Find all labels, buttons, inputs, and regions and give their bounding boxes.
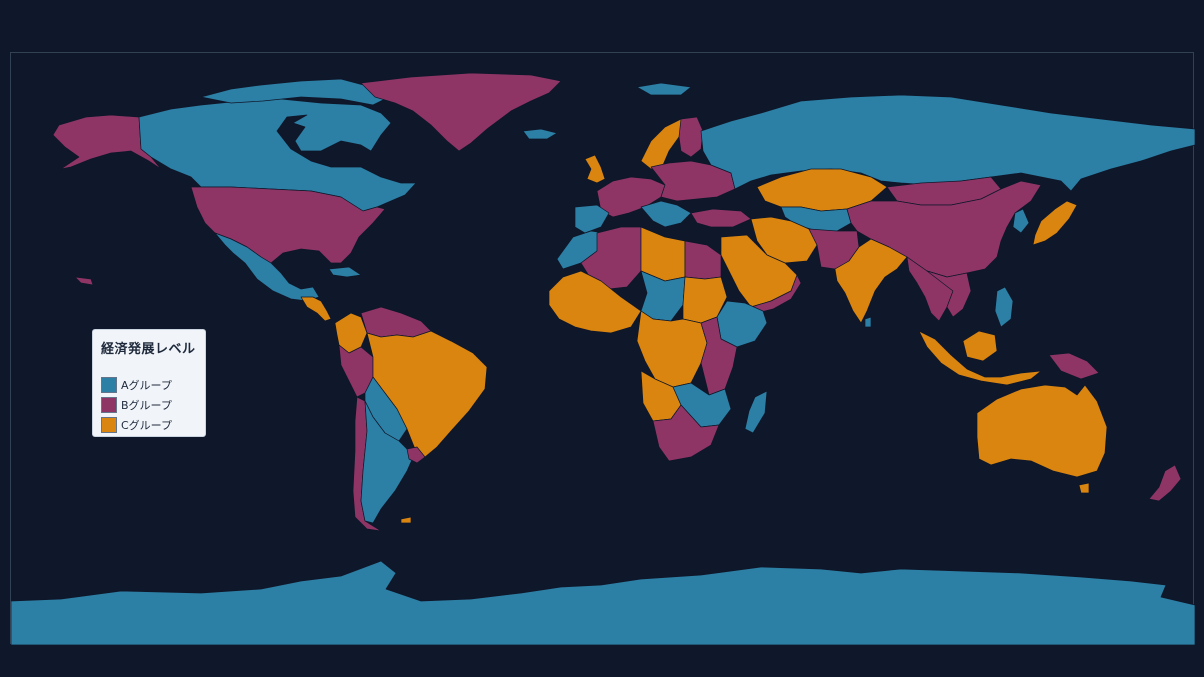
region-east-africa[interactable] (700, 316, 738, 396)
region-iceland[interactable] (522, 128, 558, 140)
legend-swatch-a (101, 377, 117, 393)
world-map[interactable] (11, 53, 1195, 645)
region-central-america[interactable] (300, 296, 332, 322)
region-philippines[interactable] (994, 286, 1014, 328)
legend-item-c[interactable]: Cグループ (101, 415, 197, 435)
legend: 経済発展レベル Aグループ Bグループ Cグループ (92, 329, 206, 437)
legend-label-b: Bグループ (121, 399, 172, 412)
region-japan[interactable] (1032, 200, 1078, 246)
legend-label-a: Aグループ (121, 379, 172, 392)
region-turkey[interactable] (690, 208, 752, 228)
region-egypt[interactable] (684, 240, 722, 280)
region-papua-new-guinea[interactable] (1048, 352, 1100, 380)
region-indochina[interactable] (926, 270, 972, 318)
region-west-africa[interactable] (548, 270, 642, 334)
region-iran[interactable] (750, 216, 818, 264)
legend-swatch-c (101, 417, 117, 433)
region-argentina[interactable] (360, 400, 416, 524)
region-indonesia[interactable] (918, 330, 1042, 386)
region-caribbean[interactable] (328, 266, 362, 278)
region-algeria[interactable] (580, 226, 642, 290)
legend-label-c: Cグループ (121, 419, 173, 432)
region-sri-lanka[interactable] (864, 316, 872, 328)
region-mexico[interactable] (214, 232, 320, 302)
region-libya[interactable] (640, 226, 686, 282)
region-india[interactable] (834, 238, 908, 324)
region-korea[interactable] (1012, 208, 1030, 234)
region-alaska[interactable] (52, 114, 162, 170)
region-new-zealand[interactable] (1148, 464, 1182, 502)
region-russia[interactable] (700, 94, 1195, 192)
map-frame (10, 52, 1195, 645)
region-venezuela[interactable] (360, 306, 432, 338)
legend-item-b[interactable]: Bグループ (101, 395, 197, 415)
region-eastern-europe[interactable] (650, 160, 736, 202)
region-borneo[interactable] (962, 330, 998, 362)
region-tasmania[interactable] (1078, 482, 1090, 494)
legend-swatch-b (101, 397, 117, 413)
region-madagascar[interactable] (744, 390, 768, 434)
region-hawaii[interactable] (74, 276, 94, 286)
legend-title: 経済発展レベル (101, 342, 196, 357)
region-finland[interactable] (678, 116, 704, 158)
region-iberia[interactable] (574, 204, 610, 234)
region-south-africa[interactable] (652, 404, 720, 462)
region-australia[interactable] (976, 384, 1108, 478)
region-uruguay[interactable] (406, 446, 426, 464)
region-falklands[interactable] (400, 516, 412, 524)
region-antarctica[interactable] (11, 560, 1195, 645)
region-uk[interactable] (584, 154, 606, 184)
region-balkans[interactable] (640, 200, 692, 228)
region-svalbard[interactable] (636, 82, 692, 96)
region-greenland[interactable] (360, 72, 562, 152)
legend-item-a[interactable]: Aグループ (101, 375, 197, 395)
